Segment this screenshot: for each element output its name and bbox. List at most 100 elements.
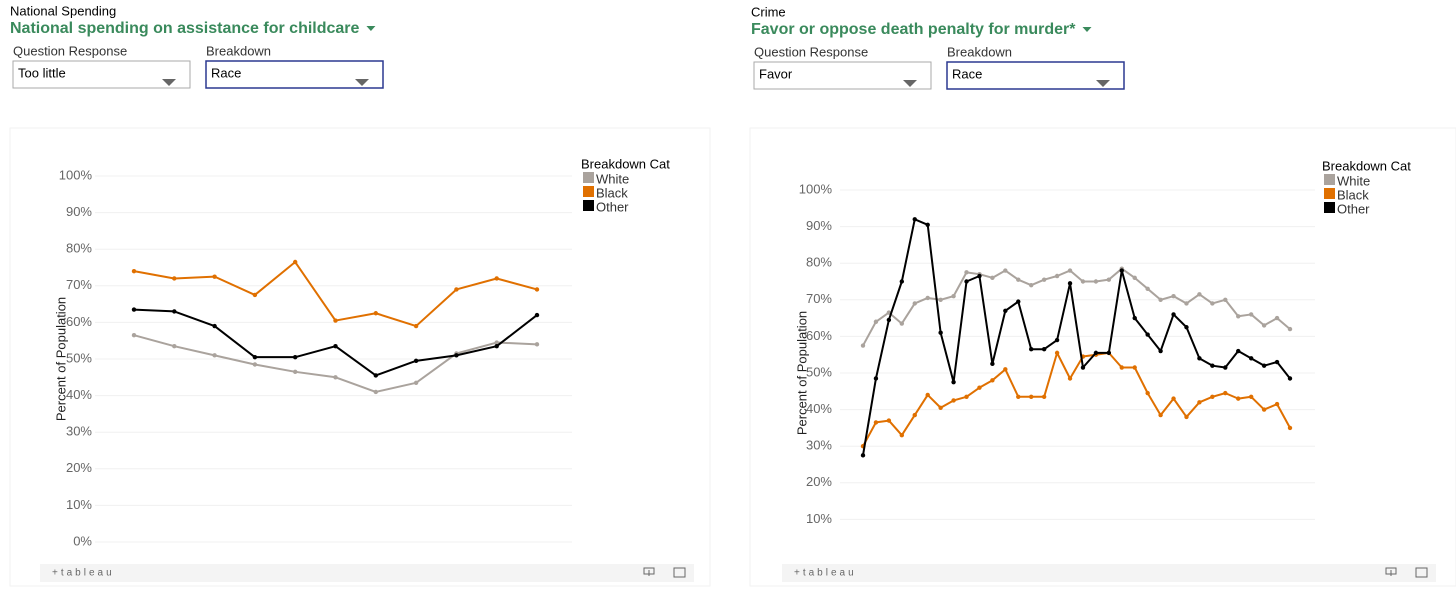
data-point [1041, 347, 1047, 352]
data-point [1145, 390, 1150, 396]
data-point [1067, 268, 1073, 273]
data-point [413, 380, 419, 385]
download-icon [1385, 567, 1397, 576]
data-point [1236, 348, 1241, 354]
data-point [131, 307, 137, 312]
data-point [1287, 376, 1293, 381]
y-tick-label: 30% [806, 438, 832, 453]
data-point [1210, 301, 1215, 306]
data-point [1132, 275, 1137, 281]
data-point [1003, 268, 1008, 273]
data-point [293, 354, 298, 360]
dashboard-title: Favor or oppose death penalty for murder… [751, 21, 1076, 38]
data-point [938, 330, 943, 335]
data-point [1261, 323, 1267, 328]
data-point [1287, 425, 1293, 431]
data-point [1132, 315, 1137, 321]
data-point [1106, 277, 1112, 282]
legend-swatch [583, 200, 594, 211]
data-point [1261, 407, 1267, 412]
data-point [860, 343, 866, 348]
data-point [1158, 348, 1163, 354]
data-point [1106, 350, 1112, 356]
data-point [1171, 312, 1176, 317]
dropdown-arrow [162, 79, 176, 86]
control-label: Breakdown [947, 44, 1012, 59]
y-tick-label: 100% [799, 181, 833, 196]
legend-swatch [1324, 174, 1335, 185]
data-point [373, 311, 378, 316]
data-point [1145, 286, 1150, 292]
data-point [899, 433, 905, 438]
data-point [1029, 394, 1034, 399]
data-point [212, 274, 217, 279]
dropdown-value: Favor [759, 66, 793, 81]
dropdown-value: Race [211, 65, 241, 80]
data-point [1093, 350, 1099, 356]
data-point [494, 343, 499, 349]
y-tick-label: 30% [66, 424, 92, 439]
dropdown-arrow [903, 80, 917, 87]
data-point [212, 323, 217, 329]
data-point [131, 333, 137, 338]
data-point [1197, 292, 1202, 297]
data-point [1197, 400, 1202, 405]
dropdown [12, 60, 191, 89]
y-tick-label: 10% [66, 497, 92, 512]
data-point [172, 309, 177, 314]
data-point [534, 342, 540, 347]
legend-title: Breakdown Cat [1322, 158, 1411, 173]
data-point [1029, 347, 1034, 352]
y-tick-label: 80% [806, 255, 832, 270]
y-tick-label: 60% [806, 328, 832, 343]
data-point [1210, 394, 1215, 399]
data-point [131, 268, 137, 274]
control-label: Breakdown [206, 43, 271, 58]
data-point [1016, 394, 1021, 399]
data-point [1287, 326, 1293, 332]
data-point [860, 453, 866, 458]
data-point [1016, 277, 1021, 282]
data-point [534, 287, 540, 292]
data-point [1274, 401, 1280, 407]
data-point [1080, 365, 1086, 370]
dropdown-value: Too little [18, 65, 66, 80]
data-point [1158, 412, 1163, 418]
data-point [1080, 279, 1086, 284]
data-point [1223, 365, 1228, 370]
chart-frame [749, 127, 1456, 587]
data-point [252, 292, 258, 298]
legend-swatch [1324, 202, 1335, 213]
data-point [212, 353, 217, 358]
data-point [899, 279, 905, 284]
data-point [333, 318, 338, 323]
y-tick-label: 50% [66, 350, 92, 365]
data-point [964, 394, 969, 399]
legend-title: Breakdown Cat [581, 156, 670, 171]
data-point [1132, 365, 1137, 370]
data-point [1003, 367, 1008, 372]
y-tick-label: 40% [806, 401, 832, 416]
dropdown [753, 61, 932, 90]
fullscreen-icon [673, 567, 686, 578]
data-point [1093, 279, 1099, 284]
y-tick-label: 0% [73, 533, 92, 548]
tableau-toolbar [40, 564, 694, 582]
data-point [951, 293, 956, 299]
data-point [1041, 394, 1047, 399]
data-point [873, 376, 879, 381]
data-point [1184, 414, 1189, 420]
legend-label: Other [1337, 201, 1370, 216]
data-point [886, 418, 892, 423]
data-point [977, 273, 982, 279]
data-point [1171, 293, 1176, 299]
download-icon [643, 567, 655, 576]
dropdown-arrow [355, 79, 369, 86]
data-point [172, 343, 177, 349]
data-point [1016, 299, 1021, 304]
data-point [494, 340, 499, 345]
y-tick-label: 90% [66, 204, 92, 219]
data-point [293, 369, 298, 375]
data-point [990, 378, 995, 383]
